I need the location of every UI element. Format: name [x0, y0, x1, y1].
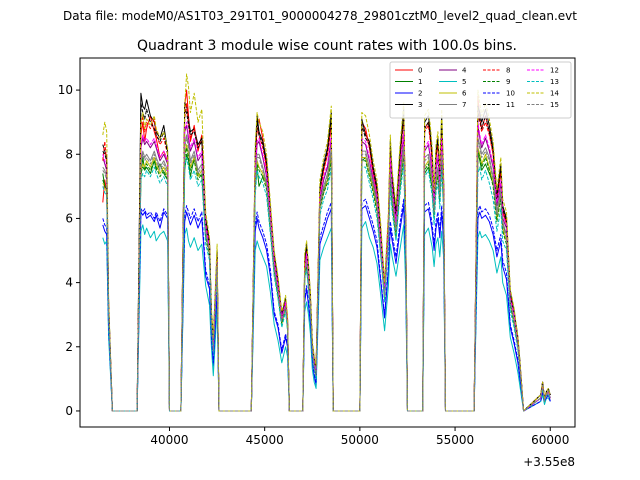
x-axis: 40000 45000 50000 55000 60000	[150, 427, 569, 447]
legend-label-6: 6	[462, 90, 467, 98]
legend-label-0: 0	[418, 67, 422, 75]
legend-label-13: 13	[550, 78, 559, 86]
chart-title: Quadrant 3 module wise count rates with …	[137, 38, 517, 54]
y-tick-label: 10	[58, 83, 73, 97]
series-line-11	[102, 102, 551, 412]
series-line-0	[102, 89, 551, 412]
y-tick-label: 6	[65, 211, 73, 225]
series-line-9	[102, 147, 551, 412]
legend-label-7: 7	[462, 101, 466, 109]
x-tick-label: 60000	[531, 433, 569, 447]
x-tick-label: 45000	[246, 433, 284, 447]
series-line-5	[102, 221, 551, 412]
y-tick-label: 8	[65, 147, 73, 161]
legend-frame	[389, 61, 572, 119]
x-offset-label: +3.55e8	[523, 455, 575, 469]
y-axis: 0 2 4 6 8 10	[58, 83, 80, 418]
legend-label-4: 4	[462, 67, 467, 75]
legend-label-10: 10	[506, 90, 515, 98]
series-line-3	[102, 92, 551, 412]
axes-frame	[79, 57, 576, 428]
legend-label-11: 11	[506, 101, 515, 109]
legend-label-8: 8	[506, 67, 510, 75]
y-tick-label: 2	[65, 340, 73, 354]
legend-label-12: 12	[550, 67, 559, 75]
x-tick-label: 55000	[436, 433, 474, 447]
series-layer	[102, 73, 551, 412]
series-line-8	[102, 102, 551, 412]
series-line-10	[102, 198, 551, 412]
x-tick-label: 40000	[150, 433, 188, 447]
legend-label-14: 14	[550, 90, 559, 98]
legend-label-1: 1	[418, 78, 422, 86]
legend-label-5: 5	[462, 78, 466, 86]
legend-label-15: 15	[550, 101, 559, 109]
y-tick-label: 0	[65, 404, 73, 418]
series-line-13	[102, 157, 551, 412]
legend-label-9: 9	[506, 78, 510, 86]
figure-suptitle: Data file: modeM0/AS1T03_291T01_90000042…	[63, 9, 577, 23]
series-line-12	[102, 121, 551, 412]
series-line-15	[102, 137, 551, 412]
series-line-1	[102, 150, 551, 412]
y-tick-label: 4	[65, 276, 73, 290]
legend-label-2: 2	[418, 90, 422, 98]
legend-label-3: 3	[418, 101, 422, 109]
x-tick-label: 50000	[341, 433, 379, 447]
